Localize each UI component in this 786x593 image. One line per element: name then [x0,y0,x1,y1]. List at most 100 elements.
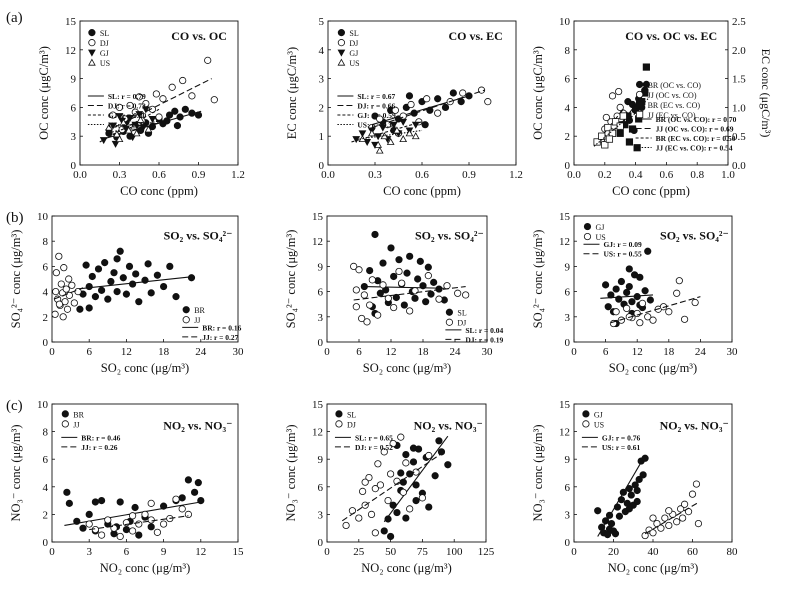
legend-label: GJ [594,410,603,419]
data-point [611,118,620,126]
legend-label: JJ [73,420,79,429]
data-point [59,313,67,321]
plot-frame [573,20,729,166]
data-point [178,505,186,513]
legend-marker [582,410,590,418]
data-point [342,521,350,530]
y-tick-label: 15 [312,211,324,223]
data-point [184,510,192,519]
chart-title: CO vs. EC [448,29,502,43]
data-point [441,103,450,112]
fit-line [644,501,699,535]
y-tick-label: 6 [318,482,324,494]
legend-label: BR [73,410,84,419]
data-point [639,471,647,479]
data-point [98,496,106,505]
legend-label: GJ [100,49,109,58]
y-tick-label: 2 [43,312,49,324]
stat-label: JJ (OC vs. CO): r = 0.69 [656,125,734,134]
legend-label: DJ [457,319,466,328]
data-point [139,124,148,132]
series-us [609,277,701,328]
data-point [88,272,96,281]
chart-a2: 0.0 0.3 0.6 0.9 1.2 0 1 2 3 4 5 CO conc (ppm) EC con… [285,16,523,198]
data-point [624,98,632,106]
data-point [52,287,60,296]
data-point [355,266,363,274]
chart-title: SO₂ vs. SO₄²⁻ [660,229,729,243]
stat-label: GJ: r = 0.09 [603,240,642,249]
y-tick-label: 9 [565,454,571,466]
chart-b3: 0 6 12 18 24 30 0 3 6 9 12 15 SO₂ conc (μg/m³) SO₄²⁻ … [531,211,738,375]
y-axis-label: SO₄²⁻ conc (μg/m³) [531,230,545,329]
legend-label: SL [100,29,109,38]
series-us [358,126,423,154]
data-point [638,299,647,307]
fit-line [364,286,445,289]
y-tick-label: 12 [312,236,323,248]
x-tick-label: 12 [632,346,643,358]
y-tick-label: 0 [43,537,49,549]
data-point [141,106,150,114]
data-point [412,468,420,476]
series-br [76,247,196,313]
y-tick-label: 3 [319,74,325,86]
legend-marker [88,49,96,57]
data-point [411,132,420,140]
fit-line [610,296,701,324]
data-point [109,122,117,130]
x-tick-label: 9 [161,546,167,558]
fit-line [597,455,646,537]
data-point [65,275,73,283]
legend-label: BR (OC vs. CO) [648,81,702,90]
data-point [131,503,139,512]
x-tick-label: 80 [727,546,739,558]
data-point [122,290,131,298]
y2-tick-label: 1.0 [732,102,746,114]
data-point [135,93,143,101]
x-tick-label: 0.6 [152,169,166,181]
data-point [352,136,361,144]
data-point [112,130,121,138]
series-jj [51,252,84,321]
legend-label: GJ [349,49,358,58]
y2-tick-label: 1.5 [732,74,746,86]
data-point [444,461,452,469]
data-point [665,521,673,530]
chart-title: CO vs. OC vs. EC [625,29,717,43]
data-point [184,476,192,484]
data-point [593,138,601,146]
data-point [390,303,398,312]
y-tick-label: 4 [43,287,49,299]
data-point [98,286,106,294]
data-point [641,287,649,295]
data-point [459,89,467,97]
series-dj [350,262,470,326]
y-tick-label: 8 [565,45,571,57]
data-point [677,505,685,513]
x-tick-label: 12 [121,346,132,358]
data-point [422,298,430,306]
data-point [135,531,143,539]
data-point [601,141,609,149]
data-point [391,106,399,114]
data-point [57,280,65,288]
data-point [393,508,401,517]
x-tick-label: 18 [418,346,430,358]
data-point [135,298,143,306]
data-point [403,269,411,277]
data-point [402,450,410,459]
x-tick-label: 3 [86,546,92,558]
data-point [376,481,385,489]
y-tick-label: 0 [43,337,49,349]
data-point [636,319,644,327]
stat-label: SL: r = 0.79 [108,92,146,101]
data-point [612,308,620,316]
stat-label: GJ: r = 0.80 [108,111,147,120]
fit-line [371,89,485,129]
series-us [105,115,160,143]
data-point [129,280,137,288]
data-point [68,281,76,289]
data-point [646,296,654,304]
data-point [601,281,610,289]
